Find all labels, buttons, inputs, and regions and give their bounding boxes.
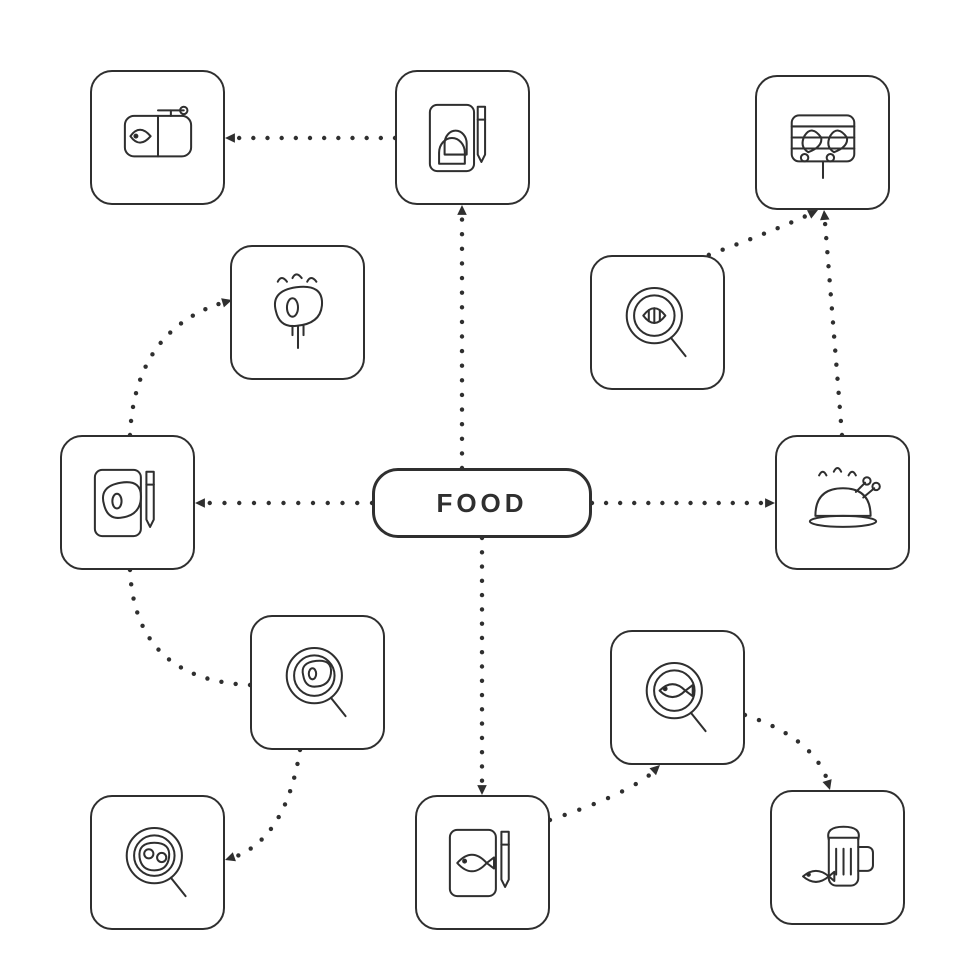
center-label-text: FOOD: [436, 488, 527, 519]
bread-cutting-board-icon: [395, 70, 530, 205]
canned-fish-icon: [90, 70, 225, 205]
center-food-label: FOOD: [372, 468, 592, 538]
fried-eggs-pan-icon: [90, 795, 225, 930]
beer-and-fish-icon: [770, 790, 905, 925]
salmon-frying-pan-icon: [590, 255, 725, 390]
steak-cutting-board-icon: [60, 435, 195, 570]
food-mindmap: FOOD: [0, 0, 980, 980]
fish-frying-pan-icon: [610, 630, 745, 765]
steak-frying-pan-icon: [250, 615, 385, 750]
fish-cutting-board-icon: [415, 795, 550, 930]
roast-chicken-icon: [775, 435, 910, 570]
chicken-grill-icon: [755, 75, 890, 210]
steak-on-fork-icon: [230, 245, 365, 380]
